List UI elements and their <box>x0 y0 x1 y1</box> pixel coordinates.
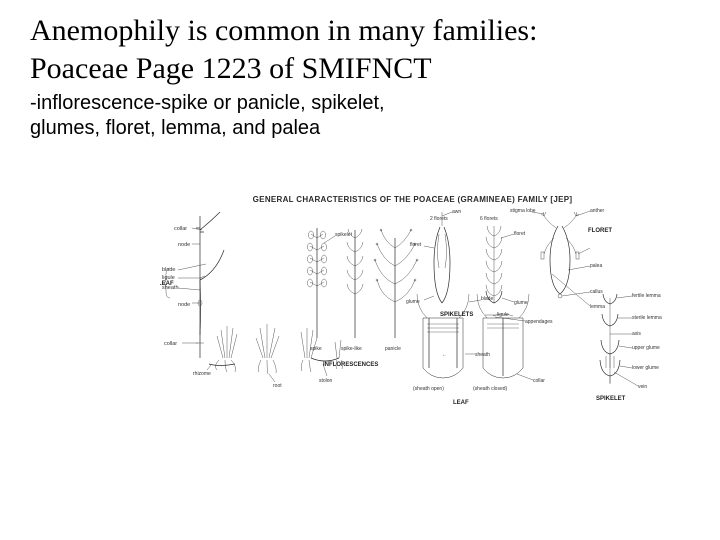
label-stolon: stolon <box>319 378 333 384</box>
label-collar2: collar <box>164 341 177 347</box>
section-spikelets: SPIKELETS <box>440 312 473 318</box>
label-upper-glume: upper glume <box>632 345 660 351</box>
label-node2: node <box>178 302 190 308</box>
label-sheath2-arrow: ← <box>442 352 447 358</box>
label-palea: palea <box>590 263 602 269</box>
label-awn: awn <box>452 209 461 215</box>
label-ligule2: ligule <box>497 312 509 318</box>
label-collar: collar <box>174 226 187 232</box>
label-anther: anther <box>590 208 605 214</box>
label-sheath-open: (sheath open) <box>413 386 444 392</box>
section-leaf-left-t: LEAF <box>160 281 174 287</box>
label-blade: blade <box>162 267 175 273</box>
label-appendages: appendages <box>525 319 553 325</box>
section-inflorescences: INFLORESCENCES <box>323 362 378 368</box>
subtitle-line-2: glumes, floret, lemma, and palea <box>30 117 320 139</box>
label-glume-b: glume <box>514 300 528 306</box>
label-sterile-lemma: sterile lemma <box>632 315 662 321</box>
label-2florets: 2 florets <box>430 216 448 222</box>
label-panicle: panicle <box>385 346 401 352</box>
label-lower-glume: lower glume <box>632 365 659 371</box>
label-sheath-closed: (sheath closed) <box>473 386 508 392</box>
label-collar3: collar <box>533 378 545 384</box>
label-axis: axis <box>632 331 641 337</box>
label-vein: vein <box>638 384 647 390</box>
label-spike: spike <box>310 346 322 352</box>
label-callus: callus <box>590 289 603 295</box>
label-floret-b: floret <box>514 231 526 237</box>
botanical-diagram: collar node blade ligule sheath node col… <box>160 208 665 408</box>
label-floret-a: floret <box>410 242 422 248</box>
label-rhizome: rhizome <box>193 371 211 377</box>
label-spike-like: spike-like <box>341 346 362 352</box>
label-6florets: 6 florets <box>480 216 498 222</box>
label-sheath2: sheath <box>475 352 490 358</box>
label-fertile-lemma: fertile lemma <box>632 293 661 299</box>
label-stigma: stigma lobe <box>510 208 536 214</box>
section-leaf: LEAF <box>453 400 469 406</box>
figure: GENERAL CHARACTERISTICS OF THE POACEAE (… <box>160 195 665 408</box>
label-root: root <box>273 383 282 389</box>
figure-caption: GENERAL CHARACTERISTICS OF THE POACEAE (… <box>160 195 665 204</box>
slide-subtitle: -inflorescence-spike or panicle, spikele… <box>30 91 450 141</box>
subtitle-line-1: -inflorescence-spike or panicle, spikele… <box>30 92 385 114</box>
label-lemma: lemma <box>590 304 605 310</box>
label-node: node <box>178 242 190 248</box>
section-spikelet: SPIKELET <box>596 396 626 402</box>
title-line-1: Anemophily is common in many families: <box>30 14 537 47</box>
slide-title: Anemophily is common in many families: P… <box>30 12 690 87</box>
title-line-2: Poaceae Page 1223 of SMIFNCT <box>30 52 432 85</box>
label-spikelet: spikelet <box>335 232 353 238</box>
label-blade2: blade <box>481 296 493 302</box>
section-floret: FLORET <box>588 228 612 234</box>
